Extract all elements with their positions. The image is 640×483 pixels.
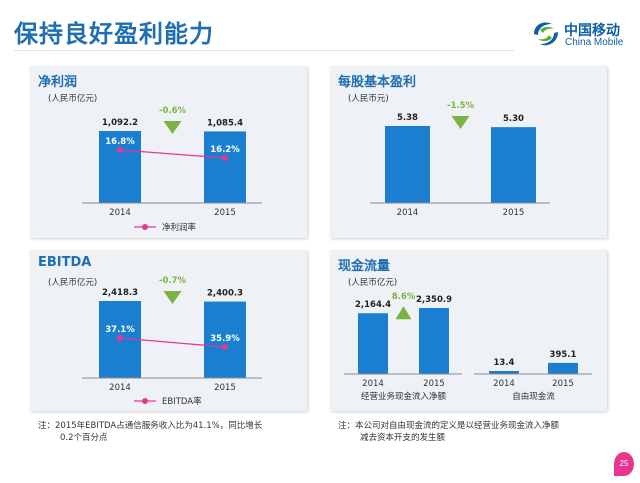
panel-net-profit: 净利润 (人民币亿元) 1,092.2 2014 1,085.4 2015 -0.6% 1… — [30, 66, 307, 238]
x-tick-label: 2015 — [503, 208, 525, 218]
unit-label: (人民币亿元) — [48, 278, 98, 288]
unit-label: (人民币元) — [348, 94, 389, 104]
legend-label: 净利润率 — [162, 222, 197, 233]
data-label: 2,418.3 — [102, 288, 138, 298]
change-label: -0.6% — [159, 106, 187, 116]
data-label: 2,400.3 — [207, 289, 243, 299]
change-label: -1.5% — [447, 101, 475, 111]
brand-name-cn: 中国移动 — [564, 23, 620, 39]
data-label: 2,350.9 — [416, 295, 452, 305]
panel-cash-flow: 现金流量 (人民币亿元) 2,164.4 2014 2,350.9 2015 经营业务现… — [330, 250, 607, 411]
panel-title: 净利润 — [38, 75, 78, 90]
change-label: -0.7% — [159, 276, 187, 286]
ratio-line — [119, 149, 226, 159]
x-tick-label: 2015 — [214, 383, 236, 393]
x-tick-label: 2014 — [109, 208, 131, 218]
legend-marker — [142, 398, 148, 404]
change-label: 8.6% — [392, 292, 416, 302]
note-line: 0.2个百分点 — [60, 433, 108, 443]
data-label: 13.4 — [494, 358, 515, 368]
net-profit-chart: 1,092.2 2014 1,085.4 2015 -0.6% 16.8% 16.2% 净利润… — [82, 106, 262, 233]
x-tick-label: 2015 — [214, 208, 236, 218]
note-left: 注：2015年EBITDA占通信服务收入比为41.1%，同比增长 0.2个百分点 — [38, 420, 262, 444]
panel-title: 现金流量 — [338, 259, 391, 274]
note-line: 注：本公司对自由现金流的定义是以经营业务现金流入净额 — [338, 421, 560, 431]
bar — [204, 131, 246, 203]
change-up-icon — [395, 306, 412, 320]
page-number: 25 — [614, 452, 634, 476]
bar — [419, 308, 449, 374]
ratio-point — [222, 344, 228, 350]
unit-label: (人民币亿元) — [48, 94, 98, 104]
data-label: 1,092.2 — [102, 118, 138, 128]
panel-ebitda: EBITDA (人民币亿元) 2,418.3 2014 2,400.3 2015 -0.… — [30, 250, 307, 411]
x-tick-label: 2014 — [397, 208, 419, 218]
ebitda-chart: 2,418.3 2014 2,400.3 2015 -0.7% 37.1% 35.9% EBI… — [82, 276, 262, 407]
ratio-line — [119, 337, 226, 348]
brand-name-en: China Mobile — [565, 37, 624, 48]
bar — [204, 301, 246, 378]
panel-title: EBITDA — [38, 255, 92, 270]
x-tick-label: 2015 — [552, 379, 574, 389]
ratio-point — [222, 155, 228, 161]
change-down-icon — [451, 116, 470, 129]
group-label: 自由现金流 — [512, 391, 555, 402]
data-label: 5.30 — [503, 114, 524, 124]
bar — [358, 313, 388, 374]
page-title: 保持良好盈利能力 — [14, 20, 214, 48]
data-label: 395.1 — [550, 350, 577, 360]
panel-eps: 每股基本盈利 (人民币元) 5.38 2014 5.30 2015 -1.5% — [330, 66, 607, 238]
legend-marker — [142, 224, 148, 230]
group-label: 经营业务现金流入净额 — [361, 391, 447, 402]
note-right: 注：本公司对自由现金流的定义是以经营业务现金流入净额 减去资本开支的发生额 — [338, 420, 559, 444]
change-down-icon — [163, 291, 182, 304]
brand: 中国移动 China Mobile — [530, 18, 630, 52]
x-tick-label: 2014 — [109, 383, 131, 393]
legend-label: EBITDA率 — [162, 396, 202, 407]
change-down-icon — [163, 121, 182, 134]
note-line: 减去资本开支的发生额 — [360, 433, 446, 443]
x-tick-label: 2014 — [362, 379, 384, 389]
panel-title: 每股基本盈利 — [338, 75, 417, 90]
ratio-label: 16.8% — [105, 137, 135, 147]
note-line: 注：2015年EBITDA占通信服务收入比为41.1%，同比增长 — [38, 421, 263, 431]
ratio-point — [117, 335, 123, 341]
title-divider — [14, 50, 514, 51]
ratio-point — [117, 147, 123, 153]
unit-label: (人民币亿元) — [348, 278, 398, 288]
x-tick-label: 2014 — [493, 379, 515, 389]
bar — [385, 126, 430, 203]
ratio-label: 16.2% — [210, 145, 240, 155]
bar — [491, 127, 536, 203]
x-tick-label: 2015 — [423, 379, 445, 389]
ratio-label: 37.1% — [105, 325, 135, 335]
ratio-label: 35.9% — [210, 334, 240, 344]
data-label: 5.38 — [397, 113, 418, 123]
bar — [489, 371, 519, 374]
bar — [99, 131, 141, 203]
china-mobile-logo-icon — [534, 22, 558, 46]
cash-flow-chart: 2,164.4 2014 2,350.9 2015 经营业务现金流入净额 8.6% 13.4… — [344, 292, 592, 402]
eps-chart: 5.38 2014 5.30 2015 -1.5% — [370, 101, 550, 218]
bar — [548, 362, 578, 374]
data-label: 1,085.4 — [207, 118, 243, 128]
data-label: 2,164.4 — [355, 300, 391, 310]
